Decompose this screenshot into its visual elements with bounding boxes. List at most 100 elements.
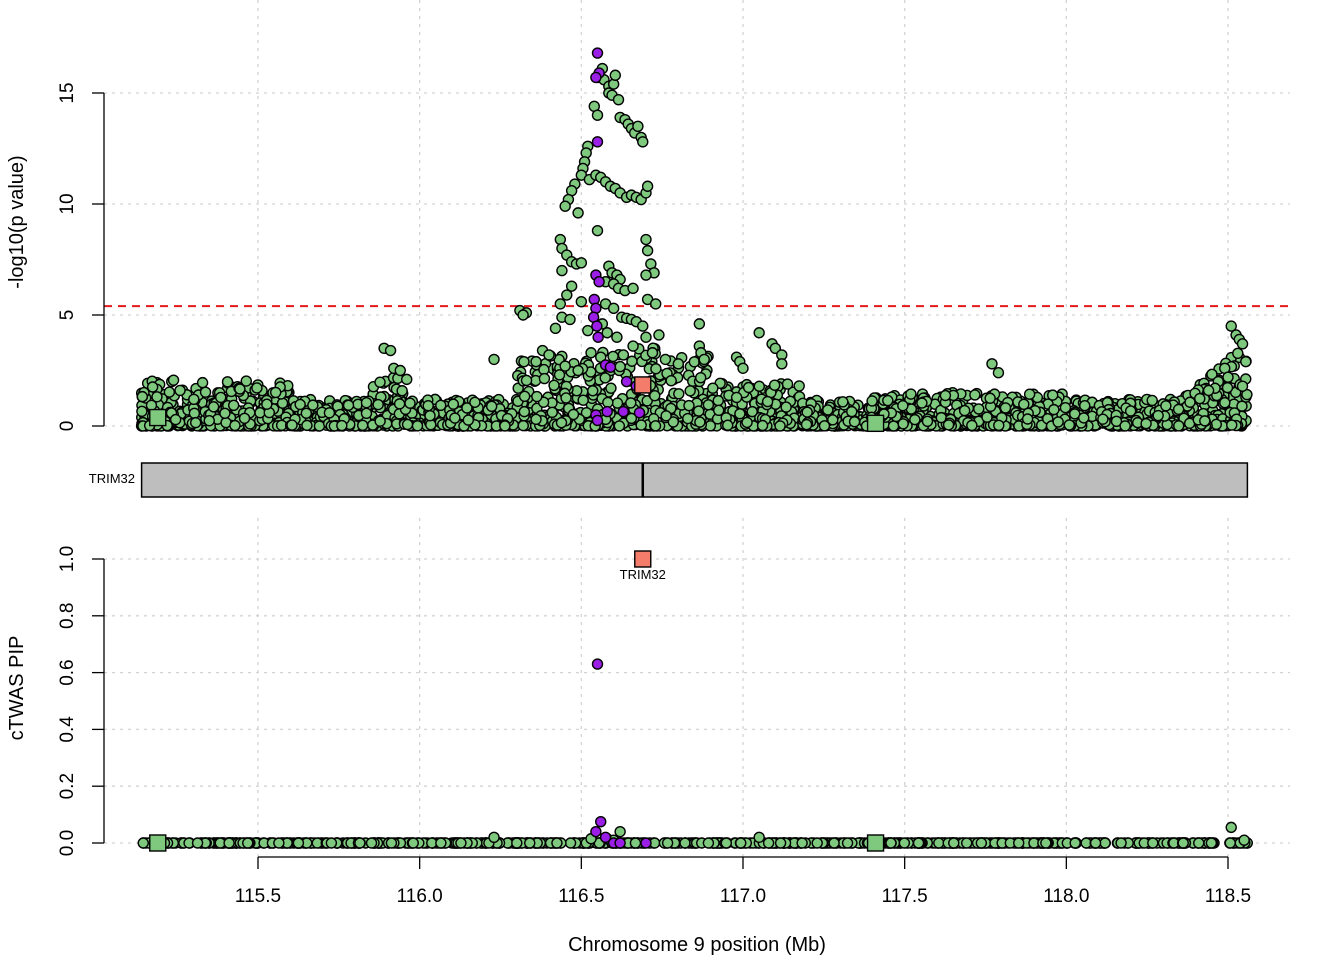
snp-point	[882, 394, 894, 407]
highlight-snp-point	[591, 414, 604, 427]
snp-point	[626, 355, 638, 367]
snp-point	[1023, 388, 1036, 400]
x-tick-label: 116.0	[397, 886, 443, 907]
snp-point	[559, 200, 571, 212]
y-tick-label: 0.4	[57, 716, 78, 743]
snp-point	[942, 419, 955, 431]
snp-point	[1124, 405, 1137, 417]
snp-point	[999, 402, 1012, 414]
x-tick-label: 116.5	[558, 886, 604, 907]
snp-point	[518, 356, 530, 368]
pip-point	[1040, 837, 1052, 849]
snp-point	[261, 398, 273, 410]
snp-point	[746, 405, 758, 418]
snp-point	[1018, 398, 1030, 410]
snp-point	[294, 398, 306, 411]
snp-point	[1202, 384, 1215, 397]
snp-point	[650, 298, 662, 310]
snp-point	[650, 363, 662, 375]
snp-point	[587, 385, 599, 397]
snp-point	[660, 410, 672, 422]
snp-point	[646, 347, 659, 359]
snp-point	[575, 295, 588, 308]
pip-point	[354, 837, 366, 849]
snp-point	[640, 269, 652, 281]
snp-point	[693, 318, 706, 330]
snp-point	[360, 396, 373, 409]
snp-point	[517, 309, 529, 321]
gene-track-bar	[140, 462, 1249, 498]
snp-point	[1210, 418, 1222, 431]
snp-point	[572, 207, 584, 219]
snp-point	[469, 396, 481, 408]
snp-point	[1119, 420, 1131, 432]
snp-point	[667, 416, 679, 428]
snp-point	[1078, 412, 1090, 424]
highlight-pip-point	[595, 816, 607, 828]
snp-point	[986, 358, 998, 370]
pip-point	[292, 837, 305, 849]
association-y-axis: 0 5 10 15	[57, 82, 105, 431]
snp-point	[1047, 389, 1059, 401]
snp-point	[393, 398, 406, 410]
snp-point	[238, 412, 251, 425]
snp-point	[665, 374, 677, 387]
snp-point	[776, 358, 788, 370]
pip-point	[898, 837, 911, 849]
snp-point	[627, 340, 639, 352]
snp-point	[993, 419, 1005, 432]
pip-point	[1147, 837, 1159, 849]
snp-point	[601, 327, 613, 339]
snp-point	[698, 353, 710, 366]
snp-point	[227, 399, 240, 411]
pip-background-points	[137, 837, 1253, 849]
pip-point	[435, 837, 447, 849]
snp-point	[555, 416, 568, 429]
pip-point	[702, 837, 715, 849]
snp-point	[404, 397, 416, 409]
gene-track: TRIM32	[89, 462, 1249, 498]
snp-point	[609, 69, 621, 81]
pip-point	[885, 837, 897, 849]
pip-gene-markers	[149, 550, 885, 852]
snp-point	[607, 350, 619, 363]
snp-point	[625, 397, 637, 409]
focus-gene-marker	[634, 376, 652, 394]
snp-point	[607, 302, 620, 315]
snp-point	[548, 379, 560, 391]
snp-point	[313, 420, 326, 432]
snp-point	[1110, 415, 1123, 428]
snp-point	[637, 320, 649, 332]
snp-peak-points	[378, 62, 1252, 397]
x-tick-label: 117.5	[882, 886, 928, 907]
snp-point	[640, 233, 652, 246]
snp-point	[682, 412, 694, 425]
snp-point	[151, 391, 163, 403]
snp-point	[1021, 413, 1034, 425]
snp-point	[683, 399, 695, 412]
snp-point	[905, 388, 917, 400]
snp-point	[1079, 399, 1091, 412]
x-axis-title: Chromosome 9 position (Mb)	[568, 934, 826, 956]
pip-point	[735, 837, 747, 849]
snp-point	[1140, 417, 1152, 430]
gene-marker	[866, 414, 885, 433]
snp-point	[673, 388, 685, 400]
snp-point	[146, 381, 159, 393]
snp-point	[396, 385, 408, 397]
snp-point	[372, 398, 384, 411]
snp-point	[188, 393, 200, 406]
snp-point	[531, 390, 543, 403]
snp-point	[565, 280, 578, 292]
pip-point	[614, 825, 626, 838]
pip-point	[1225, 821, 1237, 834]
snp-point	[530, 355, 542, 368]
snp-point	[394, 364, 406, 377]
pip-point	[1069, 837, 1081, 849]
snp-point	[737, 362, 749, 374]
snp-point	[167, 374, 180, 386]
snp-point	[768, 379, 781, 391]
pip-point	[325, 837, 338, 849]
highlight-snp-point	[604, 361, 617, 373]
pip-point	[551, 837, 563, 849]
